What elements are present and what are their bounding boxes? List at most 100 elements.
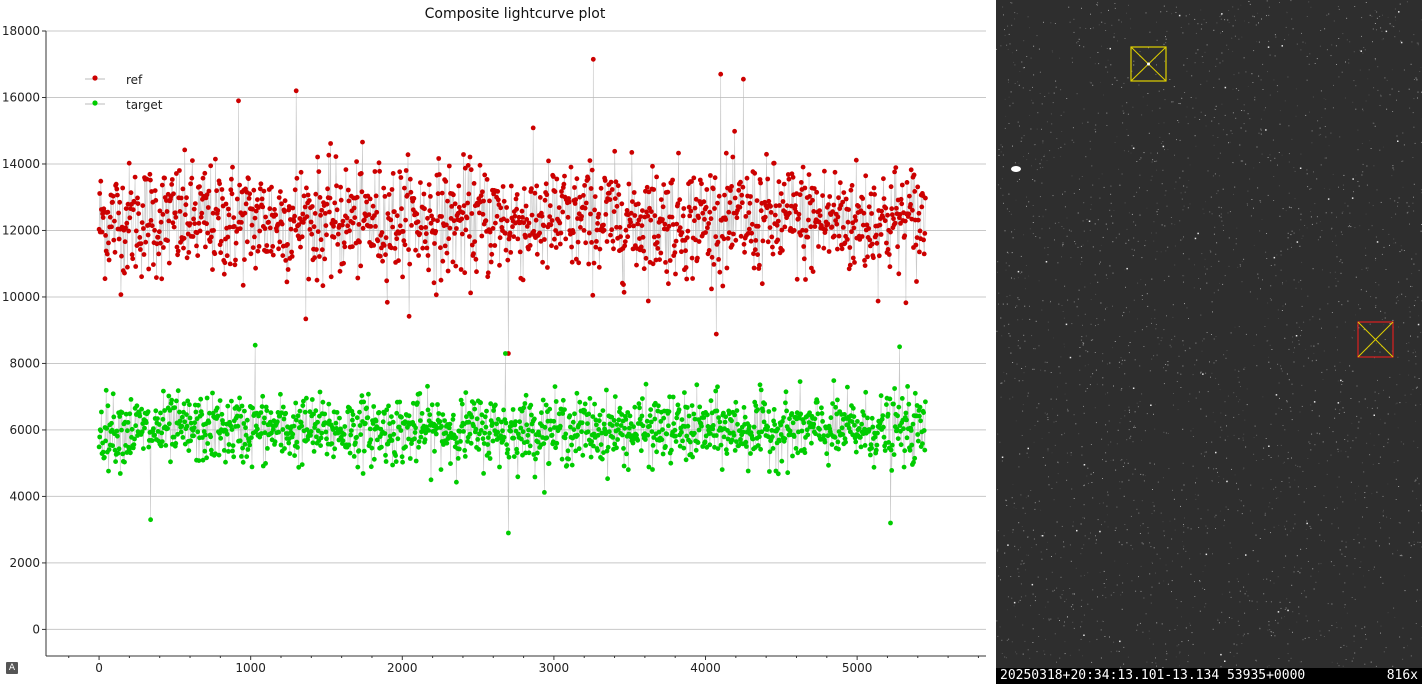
data-point-target: [280, 427, 286, 432]
data-point-target: [666, 409, 672, 414]
data-point-target: [451, 412, 456, 418]
data-point-ref: [117, 199, 123, 205]
data-point-ref: [221, 271, 227, 277]
data-point-ref: [157, 208, 163, 214]
data-point-ref: [517, 249, 523, 255]
data-point-ref: [523, 234, 528, 240]
data-point-target: [601, 421, 607, 427]
data-point-ref: [807, 194, 812, 199]
star-image-view[interactable]: 20250318+20:34:13.101-13.134 53935+0000 …: [996, 0, 1422, 684]
lightcurve-chart[interactable]: 0200040006000800010000120001400016000180…: [0, 0, 996, 684]
data-point-ref: [893, 165, 899, 171]
data-point-ref: [882, 218, 888, 224]
data-point-ref: [730, 154, 736, 160]
data-point-target: [202, 448, 208, 454]
star-field-image[interactable]: [996, 0, 1422, 668]
data-point-ref: [898, 196, 904, 202]
data-point-target: [717, 419, 723, 425]
data-point-ref: [305, 192, 311, 198]
data-point-target: [915, 432, 921, 437]
data-point-ref: [868, 191, 874, 197]
data-point-ref: [115, 192, 120, 198]
data-point-target: [673, 433, 678, 439]
data-point-ref: [558, 230, 564, 236]
data-point-target: [635, 437, 641, 443]
data-point-target: [911, 460, 916, 465]
data-point-ref: [175, 248, 181, 254]
bright-star: [1011, 166, 1021, 172]
data-point-ref: [141, 226, 146, 231]
data-point-target: [444, 440, 450, 446]
data-point-ref: [594, 227, 600, 233]
data-point-ref: [326, 152, 332, 158]
data-point-target: [219, 411, 225, 417]
data-point-ref: [267, 225, 273, 231]
data-point-ref: [276, 246, 281, 252]
data-point-target: [261, 420, 267, 426]
data-point-ref: [181, 235, 187, 241]
data-point-ref: [479, 233, 485, 239]
data-point-target: [120, 451, 126, 457]
data-point-target: [384, 407, 390, 413]
data-point-ref: [864, 222, 870, 228]
data-point-ref: [205, 205, 211, 210]
data-point-target: [359, 393, 365, 399]
data-point-ref: [790, 174, 796, 180]
data-point-ref: [861, 210, 867, 216]
data-point-target: [187, 402, 192, 408]
data-point-ref: [155, 234, 161, 240]
data-point-ref: [618, 234, 623, 240]
data-point-ref: [408, 189, 414, 195]
data-point-target: [485, 442, 491, 447]
data-point-ref: [504, 205, 509, 210]
data-point-target: [865, 415, 870, 421]
data-point-target: [798, 411, 804, 417]
data-point-target: [762, 401, 768, 407]
data-point-ref: [204, 221, 210, 227]
data-point-target: [598, 442, 604, 447]
data-point-ref: [384, 299, 390, 305]
data-point-target: [632, 404, 638, 410]
data-point-ref: [411, 196, 417, 201]
data-point-ref: [102, 276, 108, 282]
data-point-ref: [705, 225, 710, 231]
data-point-ref: [175, 252, 181, 258]
data-point-target: [782, 436, 788, 441]
data-point-target: [676, 407, 682, 413]
data-point-target: [586, 411, 592, 417]
data-point-target: [881, 434, 887, 440]
data-point-ref: [715, 239, 721, 245]
data-point-ref: [256, 244, 262, 249]
data-point-target: [486, 450, 492, 456]
data-point-ref: [390, 224, 395, 230]
data-point-target: [514, 450, 520, 456]
data-point-target: [609, 423, 615, 428]
data-point-ref: [884, 240, 889, 246]
ref-star-marker[interactable]: [1130, 46, 1167, 82]
data-point-ref: [601, 227, 607, 233]
data-point-target: [487, 430, 492, 436]
data-point-ref: [534, 183, 540, 189]
data-point-ref: [400, 229, 406, 234]
data-point-ref: [510, 224, 515, 230]
data-point-ref: [478, 193, 484, 199]
data-point-target: [572, 411, 577, 417]
data-point-ref: [713, 331, 719, 337]
data-point-ref: [701, 199, 707, 205]
data-point-target: [275, 410, 281, 415]
data-point-ref: [371, 213, 377, 219]
data-point-ref: [912, 189, 918, 194]
data-point-target: [719, 467, 725, 472]
data-point-ref: [896, 271, 902, 277]
data-point-ref: [468, 167, 474, 173]
data-point-target: [139, 429, 145, 435]
data-point-ref: [210, 267, 215, 272]
data-point-target: [403, 444, 408, 450]
data-point-ref: [458, 267, 464, 272]
autoscale-button[interactable]: A: [6, 662, 18, 674]
data-point-target: [909, 442, 915, 448]
target-star-marker[interactable]: [1357, 321, 1394, 358]
data-point-target: [790, 420, 796, 426]
data-point-ref: [459, 216, 465, 222]
data-point-target: [391, 431, 397, 437]
